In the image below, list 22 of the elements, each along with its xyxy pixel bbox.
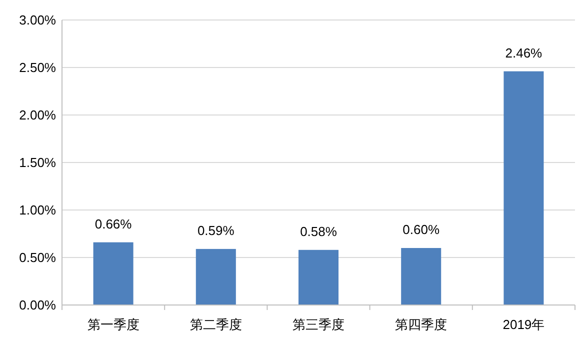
y-tick-label: 3.00% [19, 12, 56, 28]
x-tick-label: 第一季度 [87, 317, 140, 332]
bar [401, 248, 442, 305]
y-tick-label: 2.00% [19, 108, 56, 122]
y-tick-label: 0.50% [19, 250, 56, 265]
y-tick-label: 1.00% [19, 202, 56, 218]
bar [504, 71, 544, 305]
data-label: 0.59% [197, 222, 235, 238]
data-label: 2.46% [505, 45, 543, 60]
data-label: 0.60% [402, 222, 440, 237]
x-tick-label: 第二季度 [190, 317, 242, 332]
bar [298, 250, 339, 305]
data-label: 0.66% [94, 216, 132, 232]
y-tick-label: 0.00% [19, 298, 56, 312]
x-tick-label: 第三季度 [292, 317, 344, 332]
y-tick-label: 2.50% [19, 60, 56, 75]
x-tick-label: 2019年 [502, 317, 545, 332]
bar [93, 242, 134, 305]
data-label: 0.58% [300, 224, 338, 239]
y-tick-label: 1.50% [19, 155, 56, 170]
bar [196, 248, 236, 305]
x-tick-label: 第四季度 [395, 317, 448, 332]
